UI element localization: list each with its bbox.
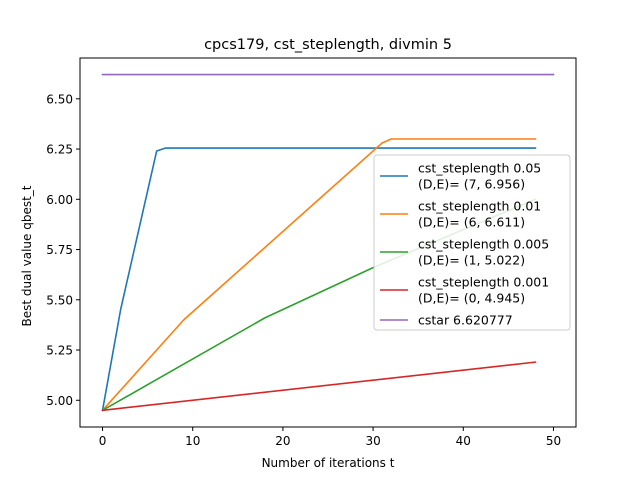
y-tick-label: 5.00 [46,394,73,408]
legend-sublabel-0: (D,E)= (7, 6.956) [418,177,525,192]
y-tick-label: 5.50 [46,293,73,307]
series-line-0 [101,147,537,412]
x-tick-label: 20 [275,434,290,448]
legend-label-4: cstar 6.620777 [418,313,513,328]
y-tick-label: 5.25 [46,344,73,358]
series-line-3 [101,361,537,412]
legend: cst_steplength 0.05(D,E)= (7, 6.956) cst_… [373,154,571,331]
legend-label-2: cst_steplength 0.005 [418,237,549,252]
ticks-group: 0 10 20 30 40 50 5.00 5.25 5.50 5.75 6.00 6.25 6.50 [46,92,561,448]
x-tick-label: 30 [365,434,380,448]
legend-box [373,154,571,331]
x-tick-label: 10 [185,434,200,448]
x-tick-label: 40 [456,434,471,448]
y-tick-label: 6.00 [46,193,73,207]
y-axis-label: Best dual value qbest_t [20,185,34,326]
x-axis-label: Number of iterations t [262,456,395,470]
chart-title: cpcs179, cst_steplength, divmin 5 [204,37,452,53]
legend-label-0: cst_steplength 0.05 [418,161,541,176]
plot-frame [79,57,577,428]
x-tick-label: 0 [99,434,107,448]
x-tick-label: 50 [546,434,561,448]
y-tick-label: 5.75 [46,243,73,257]
legend-label-3: cst_steplength 0.001 [418,275,549,290]
y-tick-label: 6.50 [46,92,73,106]
legend-sublabel-2: (D,E)= (1, 5.022) [418,253,525,268]
y-tick-label: 6.25 [46,143,73,157]
series-line-1 [101,138,537,412]
legend-sublabel-3: (D,E)= (0, 4.945) [418,291,525,306]
legend-label-1: cst_steplength 0.01 [418,199,541,214]
legend-sublabel-1: (D,E)= (6, 6.611) [418,215,525,230]
